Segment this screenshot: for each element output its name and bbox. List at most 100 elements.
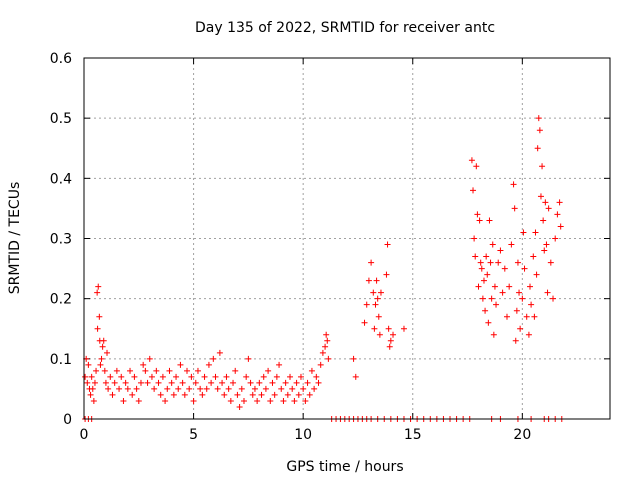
data-point bbox=[177, 361, 184, 368]
data-point bbox=[472, 253, 479, 260]
data-point bbox=[230, 379, 237, 386]
data-point bbox=[251, 385, 258, 392]
data-point bbox=[468, 157, 475, 164]
data-point bbox=[148, 373, 155, 380]
data-point bbox=[96, 313, 103, 320]
data-point bbox=[376, 331, 383, 338]
data-point bbox=[168, 379, 175, 386]
data-point bbox=[322, 343, 329, 350]
data-point bbox=[129, 391, 136, 398]
data-point bbox=[293, 379, 300, 386]
data-point bbox=[350, 355, 357, 362]
data-point bbox=[153, 367, 160, 374]
data-point bbox=[212, 373, 219, 380]
data-point bbox=[111, 379, 118, 386]
data-point bbox=[295, 391, 302, 398]
data-point bbox=[260, 373, 267, 380]
data-point bbox=[122, 379, 129, 386]
data-point bbox=[544, 289, 551, 296]
data-point bbox=[291, 397, 298, 404]
data-point bbox=[85, 361, 92, 368]
data-point bbox=[214, 385, 221, 392]
data-point bbox=[508, 241, 515, 248]
data-point bbox=[289, 385, 296, 392]
y-axis-label: SRMTID / TECUs bbox=[7, 182, 23, 295]
data-point bbox=[495, 259, 502, 266]
data-point bbox=[511, 205, 518, 212]
data-point bbox=[493, 301, 500, 308]
data-point bbox=[363, 301, 370, 308]
data-point bbox=[537, 193, 544, 200]
data-point bbox=[219, 379, 226, 386]
data-point bbox=[368, 259, 375, 266]
data-point bbox=[188, 373, 195, 380]
data-point bbox=[390, 331, 397, 338]
data-point bbox=[517, 325, 524, 332]
data-point bbox=[278, 385, 285, 392]
data-point bbox=[478, 265, 485, 272]
data-point bbox=[300, 385, 307, 392]
data-point bbox=[365, 277, 372, 284]
x-tick-label: 10 bbox=[294, 427, 312, 443]
data-point bbox=[190, 397, 197, 404]
data-point bbox=[521, 265, 528, 272]
data-point bbox=[236, 403, 243, 410]
data-point bbox=[531, 313, 538, 320]
data-point bbox=[513, 307, 520, 314]
data-point bbox=[501, 265, 508, 272]
data-point bbox=[223, 373, 230, 380]
data-point bbox=[102, 379, 109, 386]
data-point bbox=[523, 313, 530, 320]
data-point bbox=[221, 391, 228, 398]
data-point bbox=[506, 283, 513, 290]
data-point bbox=[256, 379, 263, 386]
data-point bbox=[164, 385, 171, 392]
data-point bbox=[317, 361, 324, 368]
data-point bbox=[361, 319, 368, 326]
data-point bbox=[254, 397, 261, 404]
data-point bbox=[137, 379, 144, 386]
data-point bbox=[400, 325, 407, 332]
y-tick-label: 0.2 bbox=[50, 292, 72, 308]
data-point bbox=[383, 271, 390, 278]
data-point bbox=[94, 289, 101, 296]
data-point bbox=[159, 373, 166, 380]
data-point bbox=[197, 385, 204, 392]
data-point bbox=[155, 379, 162, 386]
data-point bbox=[557, 223, 564, 230]
data-point bbox=[510, 181, 517, 188]
data-point bbox=[480, 277, 487, 284]
data-point bbox=[181, 391, 188, 398]
data-point bbox=[386, 343, 393, 350]
data-point bbox=[543, 241, 550, 248]
data-point bbox=[313, 373, 320, 380]
data-point bbox=[98, 355, 105, 362]
data-point bbox=[304, 379, 311, 386]
data-point bbox=[375, 313, 382, 320]
grid-lines bbox=[84, 58, 610, 419]
data-point bbox=[319, 349, 326, 356]
data-point bbox=[323, 331, 330, 338]
data-point bbox=[84, 379, 91, 386]
data-point bbox=[240, 397, 247, 404]
data-point bbox=[488, 295, 495, 302]
data-point bbox=[175, 385, 182, 392]
data-point bbox=[127, 367, 134, 374]
data-point bbox=[100, 337, 107, 344]
data-point bbox=[371, 325, 378, 332]
data-point bbox=[373, 277, 380, 284]
data-point bbox=[247, 379, 254, 386]
data-point bbox=[91, 379, 98, 386]
data-point bbox=[471, 235, 478, 242]
data-point bbox=[287, 373, 294, 380]
data-point bbox=[297, 373, 304, 380]
data-point bbox=[203, 385, 210, 392]
data-point bbox=[545, 205, 552, 212]
data-point bbox=[325, 355, 332, 362]
data-point bbox=[516, 289, 523, 296]
data-point bbox=[113, 367, 120, 374]
data-point bbox=[497, 247, 504, 254]
data-point bbox=[374, 295, 381, 302]
